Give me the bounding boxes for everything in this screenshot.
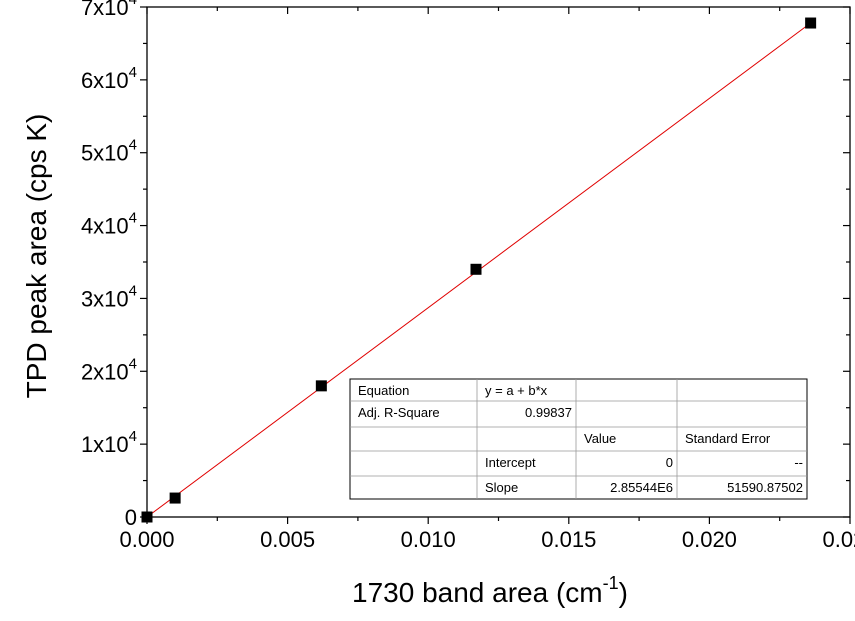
y-axis-title: TPD peak area (cps K) xyxy=(21,114,52,399)
y-tick-label: 2x104 xyxy=(81,355,137,384)
y-tick-label: 5x104 xyxy=(81,137,137,166)
fit-results-table: Equation y = a + b*x Adj. R-Square 0.99837 V… xyxy=(349,378,808,500)
fit-table-cell: 51590.87502 xyxy=(727,480,803,495)
x-tick-label: 0.020 xyxy=(682,527,737,552)
fit-table-cell: Equation xyxy=(358,383,409,398)
y-tick-label: 6x104 xyxy=(81,64,137,93)
x-axis-title-sup: -1 xyxy=(603,573,619,593)
x-tick-label: 0.005 xyxy=(260,527,315,552)
x-tick-label: 0.010 xyxy=(401,527,456,552)
fit-table-cell: Intercept xyxy=(485,455,536,470)
fit-table-cell: Standard Error xyxy=(685,431,771,446)
fit-table-cell: Adj. R-Square xyxy=(358,405,440,420)
y-tick-labels: 0 1x104 2x104 3x104 4x104 5x104 6x104 7x104 xyxy=(81,0,137,530)
x-axis-title-main: 1730 band area (cm xyxy=(352,577,603,608)
x-tick-label: 0.015 xyxy=(541,527,596,552)
fit-table-cell: 2.85544E6 xyxy=(610,480,673,495)
y-tick-label: 1x104 xyxy=(81,428,137,457)
y-tick-label: 0 xyxy=(125,505,137,530)
x-tick-label: 0.025 xyxy=(822,527,855,552)
y-tick-label: 3x104 xyxy=(81,282,137,311)
fit-table-cell: y = a + b*x xyxy=(485,383,548,398)
data-point xyxy=(470,263,482,275)
fit-table-cell: 0.99837 xyxy=(525,405,572,420)
x-axis-title: 1730 band area (cm-1) xyxy=(352,573,628,608)
fit-table-cell: Slope xyxy=(485,480,518,495)
fit-table-cell: 0 xyxy=(666,455,673,470)
fit-table-cell: Value xyxy=(584,431,616,446)
y-tick-label: 7x104 xyxy=(81,0,137,20)
data-point xyxy=(315,380,327,392)
x-tick-labels: 0.000 0.005 0.010 0.015 0.020 0.025 xyxy=(119,527,855,552)
data-point xyxy=(169,492,181,504)
axis-ticks xyxy=(140,6,851,524)
y-tick-label: 4x104 xyxy=(81,210,137,239)
x-tick-label: 0.000 xyxy=(119,527,174,552)
data-point xyxy=(805,17,817,29)
fit-table-cell: -- xyxy=(794,455,803,470)
x-axis-title-tail: ) xyxy=(619,577,628,608)
